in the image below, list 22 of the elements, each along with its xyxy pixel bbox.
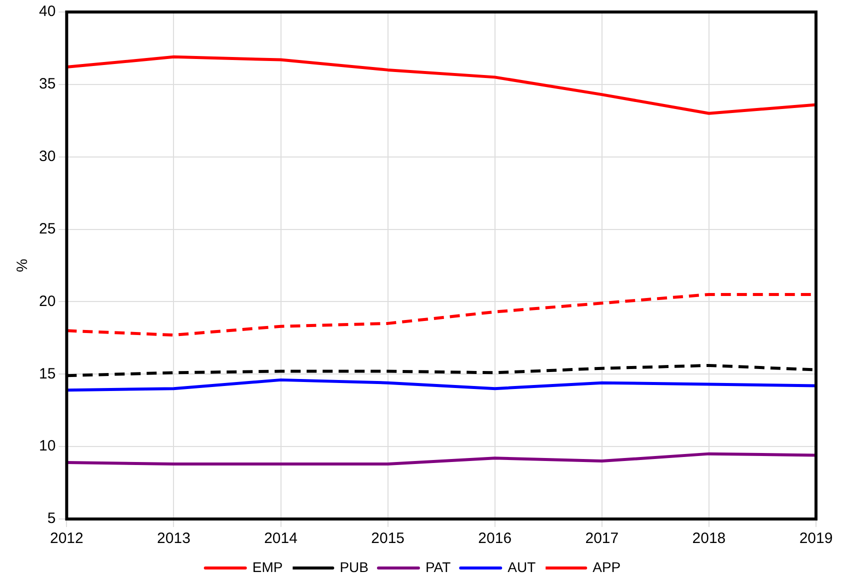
y-tick-label: 10 <box>38 438 56 455</box>
x-tick-label: 2018 <box>692 530 726 548</box>
y-tick-label: 20 <box>38 292 56 310</box>
y-tick-label: 35 <box>38 76 56 93</box>
y-axis-title: % <box>14 258 32 272</box>
x-tick-label: 2014 <box>264 530 298 548</box>
y-tick-label: 25 <box>38 220 56 238</box>
legend-label: PUB <box>340 558 368 575</box>
y-tick-label: 40 <box>38 3 56 20</box>
legend-label: AUT <box>508 558 536 575</box>
x-tick-label: 2019 <box>799 530 833 548</box>
x-tick-label: 2017 <box>585 530 619 548</box>
legend-label: APP <box>592 558 621 575</box>
x-tick-label: 2016 <box>478 530 512 548</box>
y-tick-label: 15 <box>38 365 56 382</box>
x-tick-label: 2012 <box>50 530 84 548</box>
x-tick-label: 2013 <box>157 530 190 548</box>
y-tick-label: 5 <box>47 510 56 528</box>
legend-label: PAT <box>425 558 452 575</box>
legend-label: EMP <box>252 558 283 575</box>
x-tick-label: 2015 <box>371 530 405 548</box>
y-tick-label: 30 <box>38 148 56 165</box>
